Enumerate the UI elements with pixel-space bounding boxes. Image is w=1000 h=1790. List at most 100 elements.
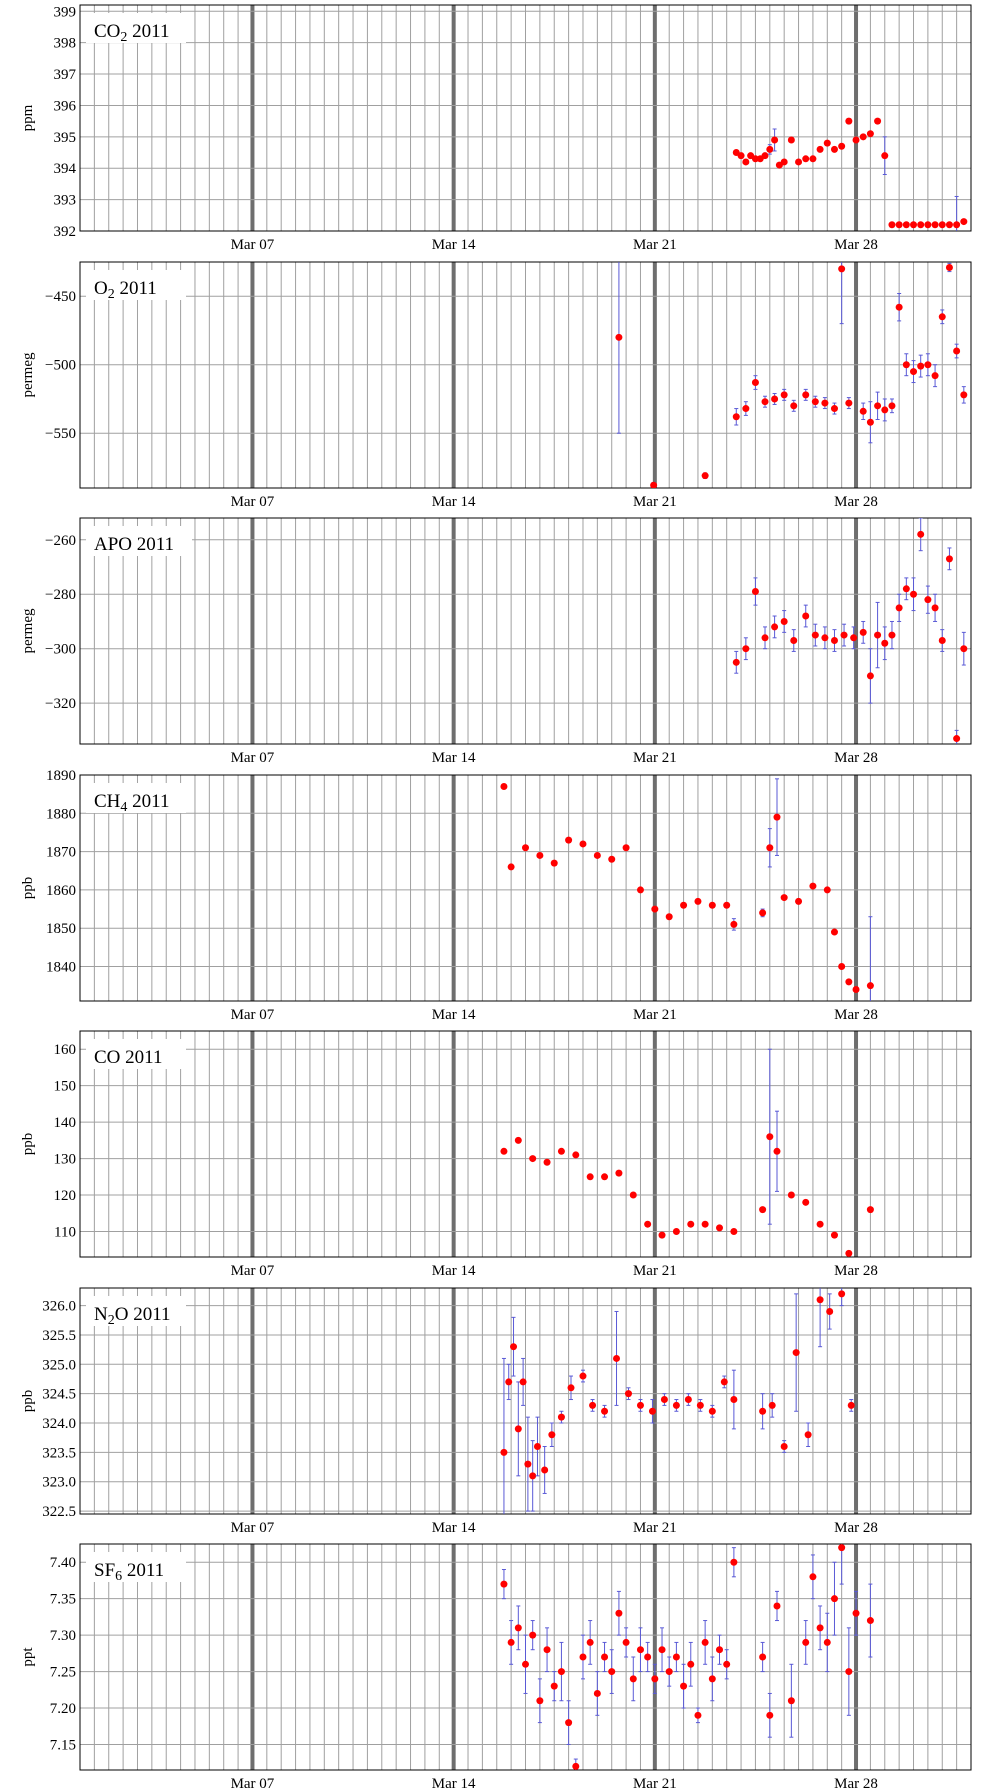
plot-frame: [79, 261, 972, 489]
data-point: [931, 221, 939, 229]
y-tick-label: 7.15: [50, 1737, 76, 1753]
data-point: [648, 1407, 656, 1415]
data-point: [787, 1191, 795, 1199]
data-point: [651, 1675, 659, 1683]
y-tick-label: 322.5: [42, 1504, 76, 1520]
data-point: [804, 1431, 812, 1439]
data-point: [852, 986, 860, 994]
y-tick-label: −280: [45, 587, 76, 603]
data-point: [850, 634, 858, 642]
data-point: [960, 218, 968, 226]
y-tick-label: 7.30: [50, 1628, 76, 1644]
data-point: [830, 637, 838, 645]
plot-frame: [79, 1030, 972, 1258]
data-point: [636, 1401, 644, 1409]
panel-title: N2O 2011: [86, 1296, 186, 1328]
data-point: [696, 1401, 704, 1409]
data-point: [895, 604, 903, 612]
y-tick-label: 7.25: [50, 1665, 76, 1681]
y-tick-label: −260: [45, 533, 76, 549]
y-tick-label: 7.40: [50, 1555, 76, 1571]
data-point: [601, 1173, 609, 1181]
data-point: [821, 634, 829, 642]
panel-6: 7.15 7.20 7.25 7.30 7.35 7.40 Mar 07 Mar 14 Mar …: [20, 1543, 972, 1790]
x-tick-label: Mar 14: [432, 1520, 476, 1536]
y-tick-label: 1850: [46, 921, 76, 937]
data-point: [500, 782, 508, 790]
data-point: [680, 1682, 688, 1690]
data-point: [945, 263, 953, 271]
data-point: [811, 398, 819, 406]
data-point: [730, 1396, 738, 1404]
x-tick-label: Mar 07: [231, 1263, 275, 1279]
data-point: [593, 1689, 601, 1697]
data-point: [660, 1396, 668, 1404]
data-point: [608, 855, 616, 863]
data-point: [840, 631, 848, 639]
data-point: [658, 1646, 666, 1654]
plot-frame: [79, 4, 972, 232]
data-point: [766, 1711, 774, 1719]
data-point: [960, 391, 968, 399]
x-tick-label: Mar 14: [432, 1263, 476, 1279]
data-point: [845, 1249, 853, 1257]
x-tick-label: Mar 28: [834, 494, 878, 510]
data-point: [790, 402, 798, 410]
y-tick-label: 395: [54, 130, 77, 146]
data-point: [924, 596, 932, 604]
data-point: [586, 1173, 594, 1181]
y-axis-label: ppb: [20, 1390, 36, 1413]
data-point: [708, 1407, 716, 1415]
data-point: [716, 1646, 724, 1654]
data-point: [622, 844, 630, 852]
data-point: [557, 1413, 565, 1421]
panel-title: CO2 2011: [86, 13, 186, 45]
data-point: [672, 1401, 680, 1409]
data-point: [881, 406, 889, 414]
panel-title-text: APO 2011: [94, 534, 174, 555]
data-point: [953, 347, 961, 355]
title-background: [86, 270, 186, 300]
data-point: [830, 145, 838, 153]
x-tick-label: Mar 21: [633, 1520, 677, 1536]
panel-title: CH4 2011: [86, 783, 186, 815]
data-point: [859, 133, 867, 141]
data-point: [780, 391, 788, 399]
data-point: [945, 221, 953, 229]
data-point: [730, 920, 738, 928]
data-layer: [615, 262, 968, 488]
data-point: [687, 1220, 695, 1228]
data-point: [787, 1697, 795, 1705]
x-tick-label: Mar 07: [231, 494, 275, 510]
data-point: [672, 1227, 680, 1235]
data-point: [859, 407, 867, 415]
data-point: [931, 604, 939, 612]
data-point: [953, 221, 961, 229]
data-point: [838, 1544, 846, 1552]
data-point: [816, 1220, 824, 1228]
data-point: [644, 1653, 652, 1661]
panel-3: 1840 1850 1860 1870 1880 1890 Mar 07 Mar 14 Mar …: [20, 768, 972, 1023]
y-tick-label: 323.5: [42, 1445, 76, 1461]
data-layer: [500, 778, 874, 1001]
data-point: [694, 1711, 702, 1719]
data-point: [874, 117, 882, 125]
title-background: [86, 526, 192, 556]
data-point: [787, 136, 795, 144]
data-point: [601, 1653, 609, 1661]
y-tick-label: 120: [54, 1188, 77, 1204]
data-point: [505, 1378, 513, 1386]
data-point: [917, 530, 925, 538]
data-point: [888, 221, 896, 229]
x-tick-label: Mar 28: [834, 1520, 878, 1536]
y-tick-label: 392: [54, 224, 77, 240]
data-point: [636, 886, 644, 894]
data-point: [826, 1307, 834, 1315]
data-point: [931, 372, 939, 380]
y-tick-label: −500: [45, 358, 76, 374]
data-point: [529, 1155, 537, 1163]
data-point: [771, 395, 779, 403]
data-point: [658, 1231, 666, 1239]
y-tick-label: −450: [45, 289, 76, 305]
data-point: [730, 1558, 738, 1566]
